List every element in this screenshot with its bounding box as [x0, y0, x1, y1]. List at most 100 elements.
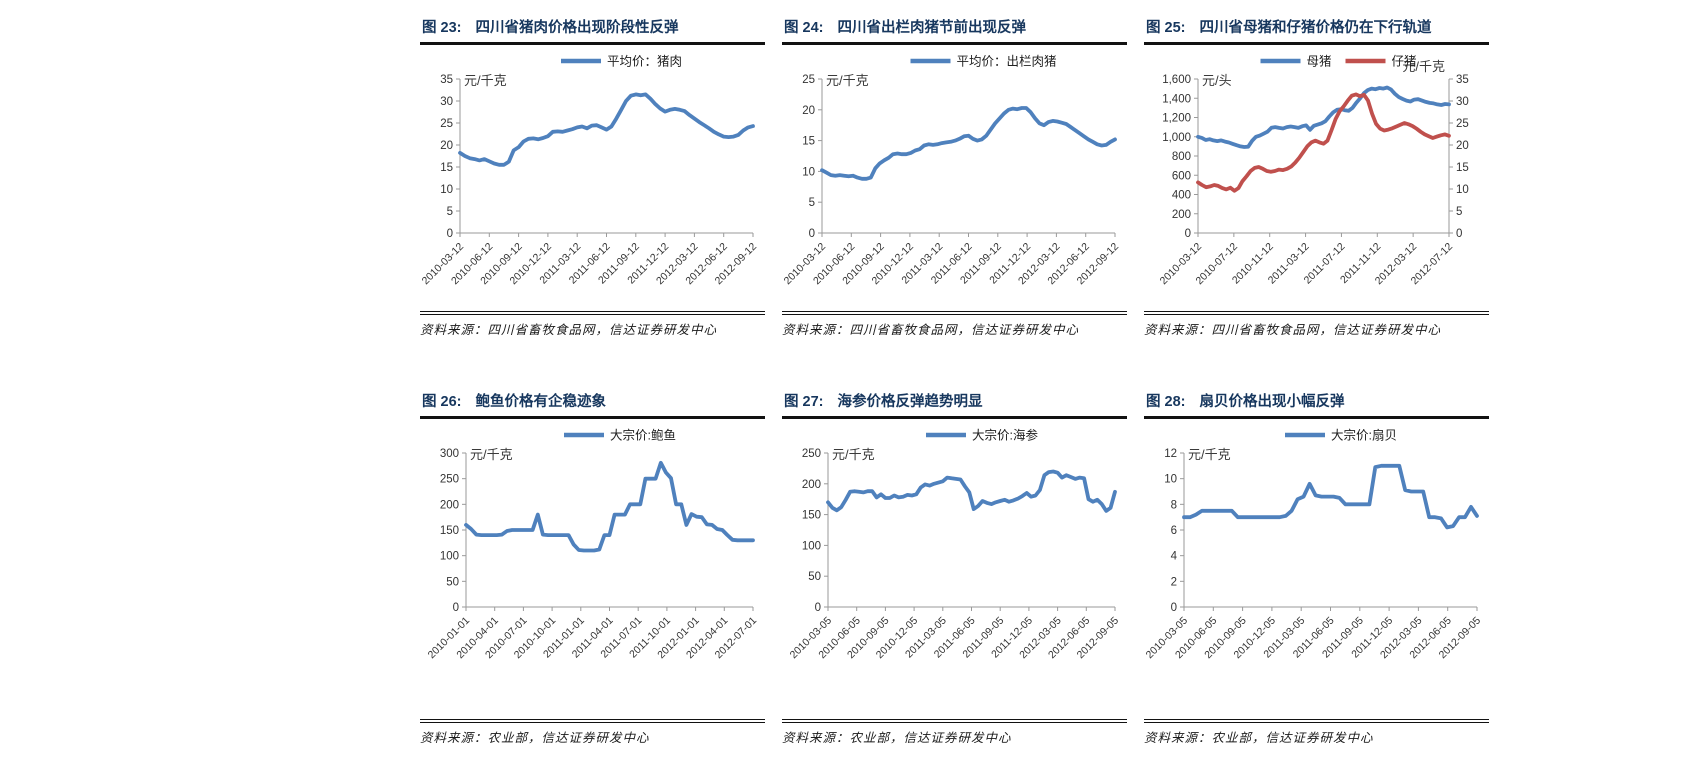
- y-axis-tick-label: 250: [440, 474, 459, 486]
- y-axis-tick-label: 10: [802, 166, 815, 178]
- y-axis-tick-label: 0: [809, 228, 815, 240]
- figure-24-title-text: 四川省出栏肉猪节前出现反弹: [837, 20, 1027, 36]
- y-axis-tick-label: 35: [440, 74, 453, 86]
- legend-label: 大宗价:海参: [972, 428, 1038, 443]
- legend-label: 平均价：猪肉: [607, 55, 682, 69]
- figure-panel-27: 图 27: 海参价格反弹趋势明显 0 50 100 150 200 250 2010-03-…: [782, 388, 1127, 746]
- y-axis-tick-label: 0: [1171, 602, 1177, 614]
- legend-label: 平均价：出栏肉猪: [957, 54, 1057, 69]
- hog-price-line-chart: 05101520252010-03-122010-06-122010-09-12…: [782, 54, 1121, 288]
- y-axis-tick-label: 0: [453, 602, 459, 614]
- y-axis-tick-label: 5: [447, 206, 453, 218]
- y-axis-tick-label: 1,400: [1162, 93, 1191, 105]
- right-y-axis-tick-label: 25: [1456, 118, 1469, 130]
- figure-25-source: 资料来源：四川省畜牧食品网，信达证券研发中心: [1144, 311, 1489, 338]
- y-axis-tick-label: 200: [802, 479, 821, 491]
- figure-28-title: 图 28: 扇贝价格出现小幅反弹: [1144, 388, 1489, 419]
- series-line: [1196, 92, 1451, 193]
- figure-27-source: 资料来源：农业部，信达证券研发中心: [782, 719, 1127, 746]
- legend-label: 大宗价:扇贝: [1331, 428, 1397, 443]
- left-axis-unit-label: 元/千克: [826, 73, 869, 88]
- legend-label: 大宗价:鲍鱼: [610, 428, 676, 443]
- y-axis-tick-label: 25: [802, 74, 815, 86]
- y-axis-tick-label: 150: [440, 525, 459, 537]
- y-axis-tick-label: 250: [802, 448, 821, 460]
- right-y-axis-tick-label: 10: [1456, 184, 1469, 196]
- sow-piglet-price-line-chart: 0 200 400 600 800 1,000 1,200 1,400 1,600 0 5 10 15 2…: [1158, 55, 1469, 288]
- figure-23-number: 图 23:: [422, 20, 462, 36]
- figure-26-number: 图 26:: [422, 394, 462, 410]
- right-y-axis-tick-label: 5: [1456, 206, 1462, 218]
- figure-27-title-text: 海参价格反弹趋势明显: [837, 394, 983, 410]
- figure-28-title-text: 扇贝价格出现小幅反弹: [1199, 394, 1345, 410]
- y-axis-tick-label: 50: [446, 576, 459, 588]
- figure-23-title: 图 23: 四川省猪肉价格出现阶段性反弹: [420, 14, 765, 45]
- left-axis-unit-label: 元/千克: [470, 447, 513, 462]
- figure-24-number: 图 24:: [784, 20, 824, 36]
- y-axis-tick-label: 200: [1172, 209, 1191, 221]
- y-axis-tick-label: 25: [440, 118, 453, 130]
- scallop-price-line-chart: 0246810122010-03-052010-06-052010-09-052…: [1144, 428, 1483, 662]
- left-axis-unit-label: 元/千克: [832, 447, 875, 462]
- figure-28-number: 图 28:: [1146, 394, 1186, 410]
- series-line: [820, 106, 1117, 181]
- y-axis-tick-label: 15: [440, 162, 453, 174]
- y-axis-tick-label: 100: [440, 551, 459, 563]
- y-axis-tick-label: 150: [802, 510, 821, 522]
- right-y-axis-tick-label: 15: [1456, 162, 1469, 174]
- right-y-axis-tick-label: 35: [1456, 74, 1469, 86]
- y-axis-tick-label: 0: [1185, 228, 1191, 240]
- y-axis-tick-label: 4: [1171, 551, 1178, 563]
- legend-label: 母猪: [1307, 55, 1332, 69]
- y-axis-tick-label: 30: [440, 96, 453, 108]
- series-line: [458, 92, 755, 167]
- figure-27-title: 图 27: 海参价格反弹趋势明显: [782, 388, 1127, 419]
- series-line: [1182, 463, 1479, 530]
- y-axis-tick-label: 200: [440, 499, 459, 511]
- right-y-axis-tick-label: 20: [1456, 140, 1469, 152]
- figure-23-source: 资料来源：四川省畜牧食品网，信达证券研发中心: [420, 311, 765, 338]
- figure-26-title: 图 26: 鲍鱼价格有企稳迹象: [420, 388, 765, 419]
- y-axis-tick-label: 100: [802, 540, 821, 552]
- figure-27-number: 图 27:: [784, 394, 824, 410]
- figure-26-title-text: 鲍鱼价格有企稳迹象: [475, 394, 607, 410]
- y-axis-tick-label: 0: [815, 602, 821, 614]
- figure-panel-26: 图 26: 鲍鱼价格有企稳迹象 0 50 100 150 200 250 300 2010-0…: [420, 388, 765, 746]
- y-axis-tick-label: 12: [1164, 448, 1177, 460]
- figure-24-source: 资料来源：四川省畜牧食品网，信达证券研发中心: [782, 311, 1127, 338]
- y-axis-tick-label: 1,200: [1162, 113, 1191, 125]
- y-axis-tick-label: 0: [447, 228, 453, 240]
- abalone-price-line-chart: 0501001502002503002010-01-012010-04-0120…: [426, 428, 760, 662]
- y-axis-tick-label: 15: [802, 136, 815, 148]
- series-line: [826, 469, 1117, 513]
- y-axis-tick-label: 800: [1172, 151, 1191, 163]
- sea-cucumber-price-line-chart: 0501001502002502010-03-052010-06-052010-…: [788, 428, 1122, 662]
- figure-23-title-text: 四川省猪肉价格出现阶段性反弹: [475, 20, 679, 36]
- figure-25-title-text: 四川省母猪和仔猪价格仍在下行轨道: [1199, 20, 1432, 36]
- figure-28-source: 资料来源：农业部，信达证券研发中心: [1144, 719, 1489, 746]
- pork-price-line-chart: 051015202530352010-03-122010-06-122010-0…: [420, 55, 759, 288]
- right-y-axis-tick-label: 0: [1456, 228, 1462, 240]
- legend-label: 仔猪: [1392, 55, 1417, 69]
- left-axis-unit-label: 元/千克: [1188, 447, 1231, 462]
- y-axis-tick-label: 2: [1171, 576, 1177, 588]
- right-y-axis-tick-label: 30: [1456, 96, 1469, 108]
- y-axis-tick-label: 600: [1172, 170, 1191, 182]
- figure-25-number: 图 25:: [1146, 20, 1186, 36]
- y-axis-tick-label: 10: [440, 184, 453, 196]
- y-axis-tick-label: 20: [440, 140, 453, 152]
- y-axis-tick-label: 8: [1171, 499, 1177, 511]
- y-axis-tick-label: 400: [1172, 190, 1191, 202]
- y-axis-tick-label: 5: [809, 197, 815, 209]
- figure-panel-23: 图 23: 四川省猪肉价格出现阶段性反弹 0 5 10 15 20 25 30 35 2010-…: [420, 14, 765, 338]
- right-axis-unit-label: 元/千克: [1402, 59, 1445, 74]
- y-axis-tick-label: 6: [1171, 525, 1177, 537]
- series-line: [1196, 85, 1451, 149]
- y-axis-tick-label: 10: [1164, 474, 1177, 486]
- series-line: [464, 460, 755, 553]
- figure-26-source: 资料来源：农业部，信达证券研发中心: [420, 719, 765, 746]
- figure-24-title: 图 24: 四川省出栏肉猪节前出现反弹: [782, 14, 1127, 45]
- figure-25-title: 图 25: 四川省母猪和仔猪价格仍在下行轨道: [1144, 14, 1489, 45]
- figure-panel-24: 图 24: 四川省出栏肉猪节前出现反弹 0 5 10 15 20 25 2010-03-12…: [782, 14, 1127, 338]
